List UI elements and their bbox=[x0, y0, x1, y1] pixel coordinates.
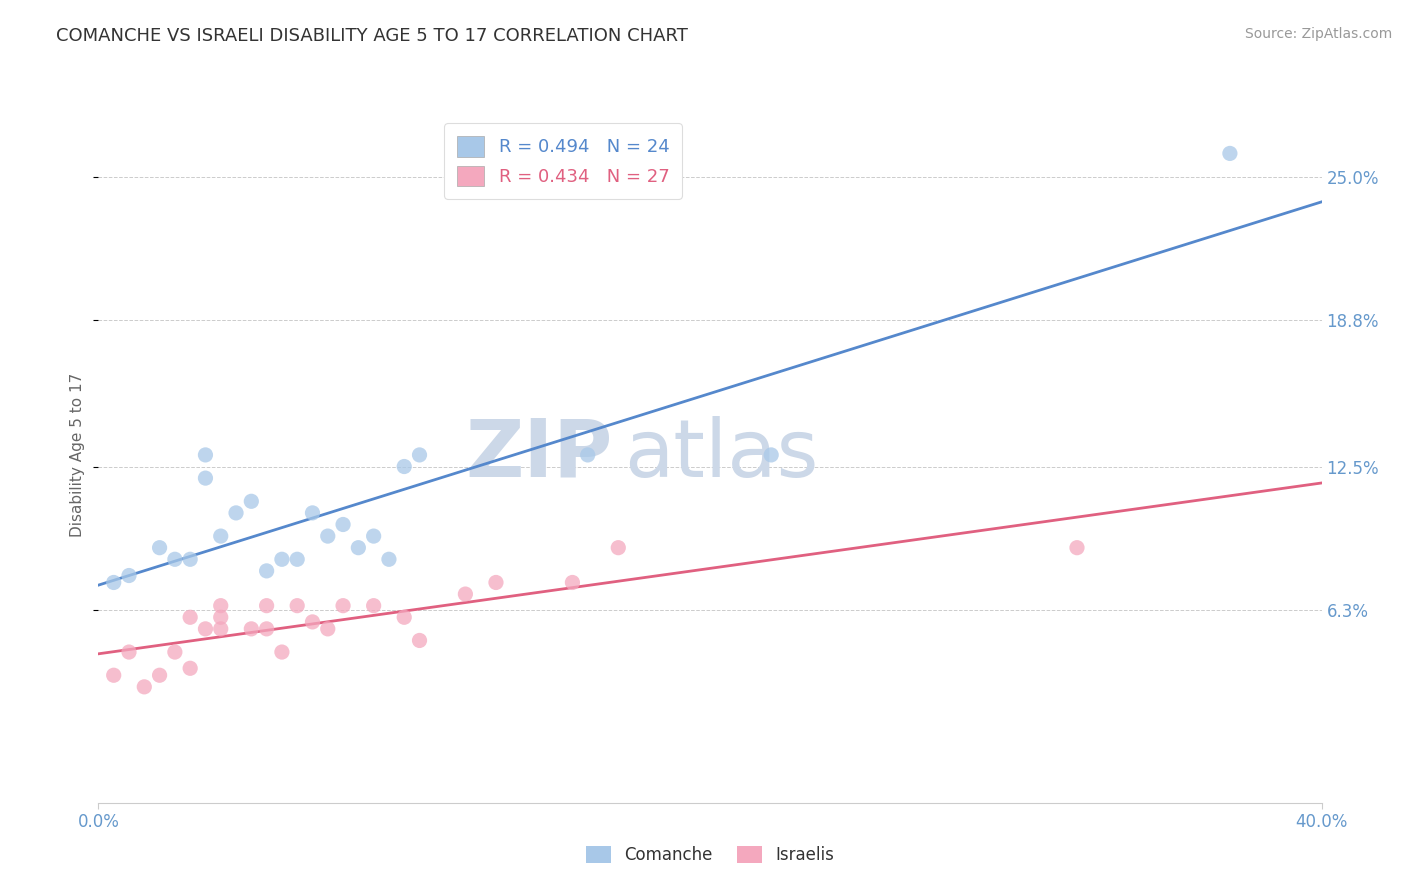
Point bbox=[118, 568, 141, 582]
Point bbox=[332, 599, 354, 613]
Point bbox=[134, 680, 156, 694]
Point bbox=[1219, 146, 1241, 161]
Text: atlas: atlas bbox=[624, 416, 818, 494]
Point bbox=[103, 575, 125, 590]
Point bbox=[270, 552, 292, 566]
Point bbox=[485, 575, 508, 590]
Point bbox=[285, 599, 308, 613]
Legend: Comanche, Israelis: Comanche, Israelis bbox=[579, 839, 841, 871]
Point bbox=[378, 552, 401, 566]
Text: ZIP: ZIP bbox=[465, 416, 612, 494]
Point bbox=[225, 506, 247, 520]
Point bbox=[179, 610, 201, 624]
Point bbox=[316, 529, 339, 543]
Point bbox=[256, 599, 278, 613]
Point bbox=[408, 448, 430, 462]
Point bbox=[561, 575, 583, 590]
Point bbox=[194, 471, 217, 485]
Point bbox=[347, 541, 370, 555]
Point bbox=[209, 599, 232, 613]
Point bbox=[607, 541, 630, 555]
Point bbox=[392, 459, 416, 474]
Point bbox=[209, 610, 232, 624]
Point bbox=[149, 541, 172, 555]
Point bbox=[149, 668, 172, 682]
Point bbox=[179, 661, 201, 675]
Point bbox=[256, 564, 278, 578]
Point bbox=[179, 552, 201, 566]
Point bbox=[256, 622, 278, 636]
Point bbox=[194, 622, 217, 636]
Point bbox=[363, 599, 385, 613]
Y-axis label: Disability Age 5 to 17: Disability Age 5 to 17 bbox=[70, 373, 86, 537]
Point bbox=[301, 506, 323, 520]
Point bbox=[118, 645, 141, 659]
Text: COMANCHE VS ISRAELI DISABILITY AGE 5 TO 17 CORRELATION CHART: COMANCHE VS ISRAELI DISABILITY AGE 5 TO … bbox=[56, 27, 688, 45]
Text: Source: ZipAtlas.com: Source: ZipAtlas.com bbox=[1244, 27, 1392, 41]
Point bbox=[301, 615, 323, 629]
Point bbox=[408, 633, 430, 648]
Point bbox=[576, 448, 599, 462]
Point bbox=[194, 448, 217, 462]
Point bbox=[209, 529, 232, 543]
Point bbox=[1066, 541, 1088, 555]
Point bbox=[332, 517, 354, 532]
Point bbox=[759, 448, 782, 462]
Point bbox=[392, 610, 416, 624]
Point bbox=[163, 552, 186, 566]
Point bbox=[270, 645, 292, 659]
Point bbox=[163, 645, 186, 659]
Point bbox=[316, 622, 339, 636]
Point bbox=[240, 494, 263, 508]
Point bbox=[103, 668, 125, 682]
Point bbox=[240, 622, 263, 636]
Point bbox=[209, 622, 232, 636]
Point bbox=[285, 552, 308, 566]
Point bbox=[454, 587, 477, 601]
Point bbox=[363, 529, 385, 543]
